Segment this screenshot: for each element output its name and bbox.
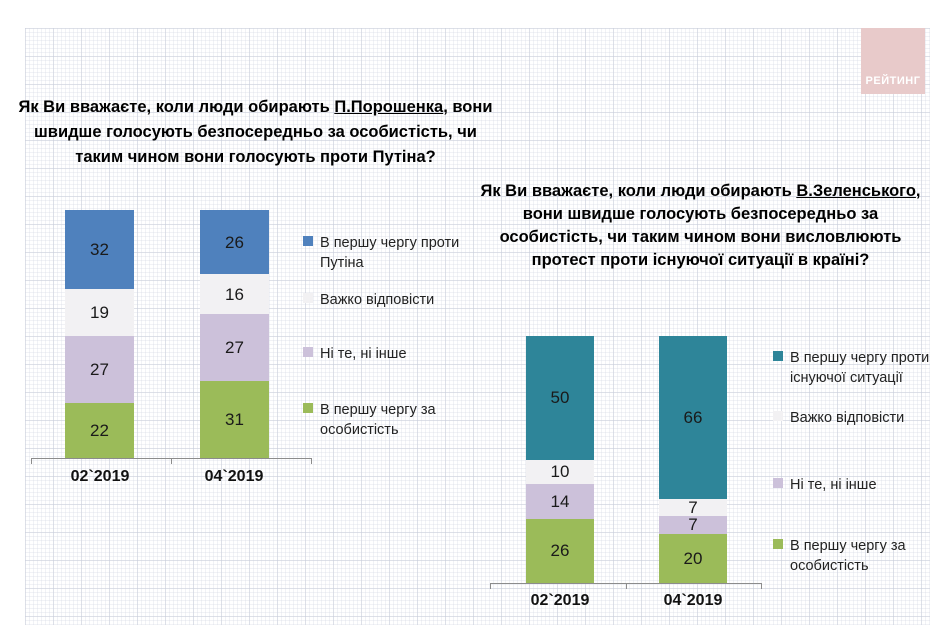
x-axis-tick: [31, 458, 32, 464]
bar-segment: 10: [526, 459, 594, 485]
bar-segment: 16: [200, 274, 269, 315]
x-axis-category-label: 02`2019: [530, 592, 590, 609]
bar-segment-value: 14: [550, 491, 570, 511]
legend-item: В першу чергу проти існуючої ситуації: [773, 348, 951, 388]
bar-segment: 32: [65, 210, 134, 290]
bar-segment-value: 31: [225, 410, 244, 430]
x-axis-category-label: 02`2019: [70, 468, 130, 485]
bar-segment-value: 32: [90, 240, 109, 260]
legend-swatch: [303, 236, 313, 246]
bar-segment-value: 26: [225, 232, 244, 252]
title-text-pre: Як Ви вважаєте, коли люди обирають: [480, 182, 797, 200]
bar-segment: 26: [200, 210, 269, 275]
x-axis-tick: [490, 583, 491, 589]
legend-item: В першу чергу за особистість: [303, 400, 468, 440]
x-axis-tick: [626, 583, 627, 589]
legend-item: Ні те, ні інше: [303, 344, 468, 364]
x-axis-category-label: 04`2019: [204, 468, 264, 485]
title-text-pre: Як Ви вважаєте, коли люди обирають: [18, 98, 335, 116]
bar-segment-value: 50: [550, 388, 570, 408]
title-underlined-name: В.Зеленського: [796, 182, 916, 200]
legend-label: Ні те, ні інше: [790, 477, 877, 493]
title-text-post: , вони швидше голосують безпосередньо за…: [34, 98, 493, 166]
title-underlined-name: П.Порошенка: [334, 98, 444, 116]
bar-segment-value: 27: [225, 338, 244, 358]
legend-swatch: [773, 539, 783, 549]
legend-swatch: [773, 478, 783, 488]
legend-item: Важко відповісти: [773, 408, 951, 428]
grid-background: [25, 28, 930, 625]
bar-segment: 31: [200, 381, 269, 458]
bar-segment-value: 19: [90, 303, 109, 323]
bar-segment: 66: [659, 336, 727, 500]
rating-logo: РЕЙТИНГ: [861, 28, 925, 94]
bar-segment: 50: [526, 336, 594, 460]
legend-label: Важко відповісти: [320, 292, 435, 308]
title-text-post: , вони швидше голосують безпосередньо за…: [499, 182, 921, 269]
bar-segment-value: 10: [550, 462, 570, 482]
bar-segment-value: 7: [688, 498, 698, 518]
legend-item: Ні те, ні інше: [773, 475, 951, 495]
x-axis-category-label: 04`2019: [663, 592, 723, 609]
legend-item: В першу чергу проти Путіна: [303, 233, 468, 273]
bar-segment: 14: [526, 484, 594, 519]
bar-segment: 7: [659, 515, 727, 535]
x-axis-line: [490, 583, 761, 584]
bar-segment: 20: [659, 533, 727, 583]
stacked-bar: 66 7 7 20: [659, 336, 727, 583]
bar-segment-value: 20: [683, 548, 703, 568]
stacked-bar: 26 16 27 31: [200, 210, 269, 458]
bar-segment: 27: [200, 314, 269, 382]
legend-item: В першу чергу за особистість: [773, 536, 951, 576]
x-axis-tick: [171, 458, 172, 464]
rating-logo-text: РЕЙТИНГ: [865, 75, 921, 87]
x-axis-tick: [311, 458, 312, 464]
question-title-zelensky: Як Ви вважаєте, коли люди обирають В.Зел…: [478, 180, 923, 272]
legend-swatch: [303, 403, 313, 413]
legend-label: В першу чергу за особистість: [320, 402, 436, 438]
legend-label: В першу чергу проти існуючої ситуації: [790, 350, 930, 386]
bar-segment-value: 66: [683, 408, 703, 427]
legend-swatch: [773, 351, 783, 361]
legend-label: Важко відповісти: [790, 410, 905, 426]
legend-label: В першу чергу за особистість: [790, 538, 906, 574]
legend-label: В першу чергу проти Путіна: [320, 235, 460, 271]
legend-item: Важко відповісти: [303, 290, 468, 310]
bar-segment-value: 22: [90, 421, 109, 441]
legend-swatch: [773, 411, 783, 421]
bar-segment-value: 26: [550, 541, 570, 561]
bar-segment-value: 27: [90, 360, 109, 380]
legend-swatch: [303, 293, 313, 303]
x-axis-tick: [761, 583, 762, 589]
stacked-bar: 50 10 14 26: [526, 336, 594, 583]
bar-segment: 7: [659, 498, 727, 518]
question-title-poroshenko: Як Ви вважаєте, коли люди обирають П.Пор…: [8, 95, 503, 170]
bar-segment: 19: [65, 289, 134, 337]
legend-swatch: [303, 347, 313, 357]
bar-segment: 22: [65, 403, 134, 458]
stacked-bar: 32 19 27 22: [65, 210, 134, 458]
bar-segment: 26: [526, 518, 594, 583]
legend-label: Ні те, ні інше: [320, 346, 407, 362]
bar-segment: 27: [65, 336, 134, 404]
bar-segment-value: 7: [688, 515, 698, 535]
bar-segment-value: 16: [225, 284, 244, 304]
